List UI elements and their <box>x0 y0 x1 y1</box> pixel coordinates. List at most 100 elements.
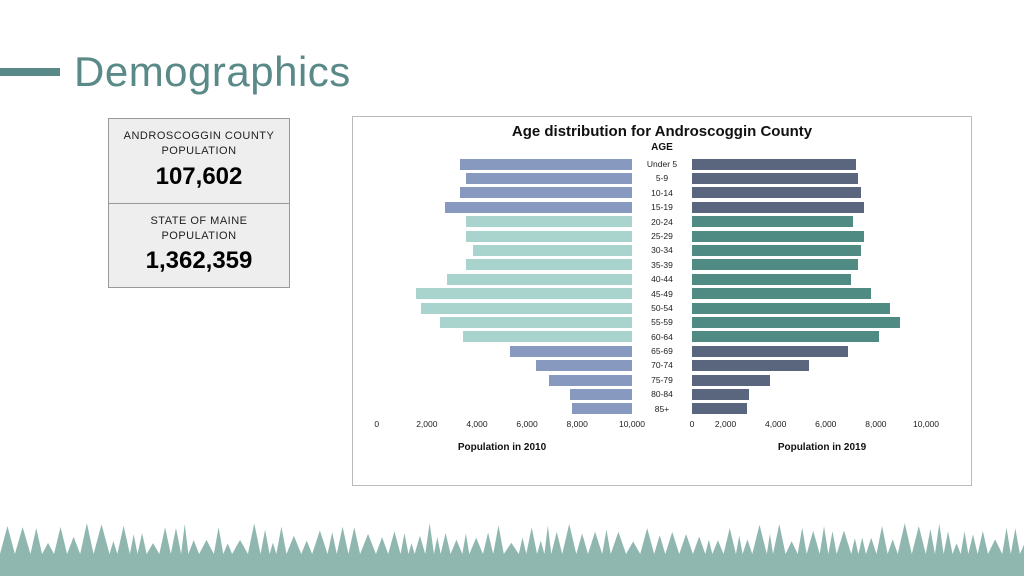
bar-row <box>692 402 952 416</box>
bar-row <box>372 243 632 257</box>
bar-left <box>466 173 632 184</box>
page-title-wrap: Demographics <box>0 48 351 96</box>
stat-label-line: POPULATION <box>161 145 236 157</box>
tick-label: 8,000 <box>865 419 886 433</box>
stat-value: 1,362,359 <box>115 247 283 275</box>
age-group-labels: Under 55-910-1415-1920-2425-2930-3435-39… <box>634 157 690 416</box>
age-label: 15-19 <box>634 200 690 214</box>
bar-row <box>372 315 632 329</box>
bar-row <box>372 200 632 214</box>
chart-title: Age distribution for Androscoggin County <box>353 123 971 140</box>
tick-label: 2,000 <box>416 419 437 433</box>
bar-right <box>692 389 749 400</box>
bar-row <box>372 272 632 286</box>
bar-row <box>692 373 952 387</box>
bar-left <box>466 231 632 242</box>
left-series-label: Population in 2010 <box>372 442 632 453</box>
bar-left <box>416 288 632 299</box>
stat-cell-state: STATE OF MAINE POPULATION 1,362,359 <box>109 204 289 288</box>
bar-left <box>421 303 632 314</box>
title-accent-bar <box>0 68 60 76</box>
bar-row <box>692 387 952 401</box>
bar-left <box>445 202 632 213</box>
bar-right <box>692 187 861 198</box>
age-label: 50-54 <box>634 301 690 315</box>
stat-label-line: ANDROSCOGGIN COUNTY <box>124 130 275 142</box>
bar-row <box>692 330 952 344</box>
tick-label: 6,000 <box>516 419 537 433</box>
bar-right <box>692 331 879 342</box>
tick-label: 2,000 <box>715 419 736 433</box>
bar-row <box>692 272 952 286</box>
bar-row <box>372 373 632 387</box>
tick-label: 10,000 <box>913 419 939 433</box>
age-label: 60-64 <box>634 330 690 344</box>
age-label: 40-44 <box>634 272 690 286</box>
tick-label: 0 <box>690 419 695 433</box>
left-bars <box>372 157 632 417</box>
stat-card: ANDROSCOGGIN COUNTY POPULATION 107,602 S… <box>108 118 290 288</box>
bar-row <box>372 157 632 171</box>
bar-left <box>466 216 632 227</box>
stat-cell-county: ANDROSCOGGIN COUNTY POPULATION 107,602 <box>109 119 289 204</box>
age-label: 35-39 <box>634 258 690 272</box>
stat-value: 107,602 <box>115 163 283 191</box>
x-axis-right: 0 2,000 4,000 6,000 8,000 10,000 <box>692 419 952 433</box>
bar-row <box>692 186 952 200</box>
bar-right <box>692 159 856 170</box>
age-label: 55-59 <box>634 315 690 329</box>
bar-right <box>692 231 864 242</box>
bar-left <box>570 389 632 400</box>
bar-row <box>372 402 632 416</box>
tick-label: 4,000 <box>765 419 786 433</box>
bar-row <box>692 243 952 257</box>
bar-right <box>692 360 809 371</box>
age-label: 75-79 <box>634 373 690 387</box>
age-label: 25-29 <box>634 229 690 243</box>
bar-right <box>692 403 747 414</box>
bar-right <box>692 274 851 285</box>
bar-right <box>692 173 858 184</box>
bar-left <box>463 331 632 342</box>
stat-label-line: POPULATION <box>161 230 236 242</box>
bar-row <box>372 344 632 358</box>
chart-subtitle: AGE <box>353 142 971 153</box>
bar-left <box>447 274 632 285</box>
stat-label: ANDROSCOGGIN COUNTY POPULATION <box>115 129 283 159</box>
bar-row <box>372 215 632 229</box>
bar-row <box>692 287 952 301</box>
page-title: Demographics <box>74 48 351 96</box>
bar-row <box>692 301 952 315</box>
age-label: 85+ <box>634 402 690 416</box>
bar-row <box>692 215 952 229</box>
bar-row <box>692 229 952 243</box>
age-label: 80-84 <box>634 387 690 401</box>
bar-left <box>460 159 632 170</box>
stat-label-line: STATE OF MAINE <box>150 215 247 227</box>
bar-row <box>692 157 952 171</box>
bar-left <box>473 245 632 256</box>
bar-left <box>440 317 632 328</box>
bar-row <box>372 258 632 272</box>
tick-label: 8,000 <box>567 419 588 433</box>
bar-row <box>372 301 632 315</box>
bar-row <box>372 186 632 200</box>
bar-right <box>692 346 848 357</box>
bar-row <box>692 258 952 272</box>
tick-label: 4,000 <box>466 419 487 433</box>
bar-row <box>372 330 632 344</box>
bar-row <box>372 171 632 185</box>
age-label: Under 5 <box>634 157 690 171</box>
bar-row <box>692 171 952 185</box>
age-label: 45-49 <box>634 287 690 301</box>
bar-right <box>692 202 864 213</box>
age-label: 20-24 <box>634 215 690 229</box>
forest-silhouette-decoration <box>0 516 1024 576</box>
bar-left <box>460 187 632 198</box>
age-label: 10-14 <box>634 186 690 200</box>
bar-left <box>466 259 632 270</box>
x-axis-left: 10,0008,0006,0004,0002,0000 <box>372 419 632 433</box>
age-label: 30-34 <box>634 243 690 257</box>
tick-label: 10,000 <box>619 419 645 433</box>
tick-label: 6,000 <box>815 419 836 433</box>
